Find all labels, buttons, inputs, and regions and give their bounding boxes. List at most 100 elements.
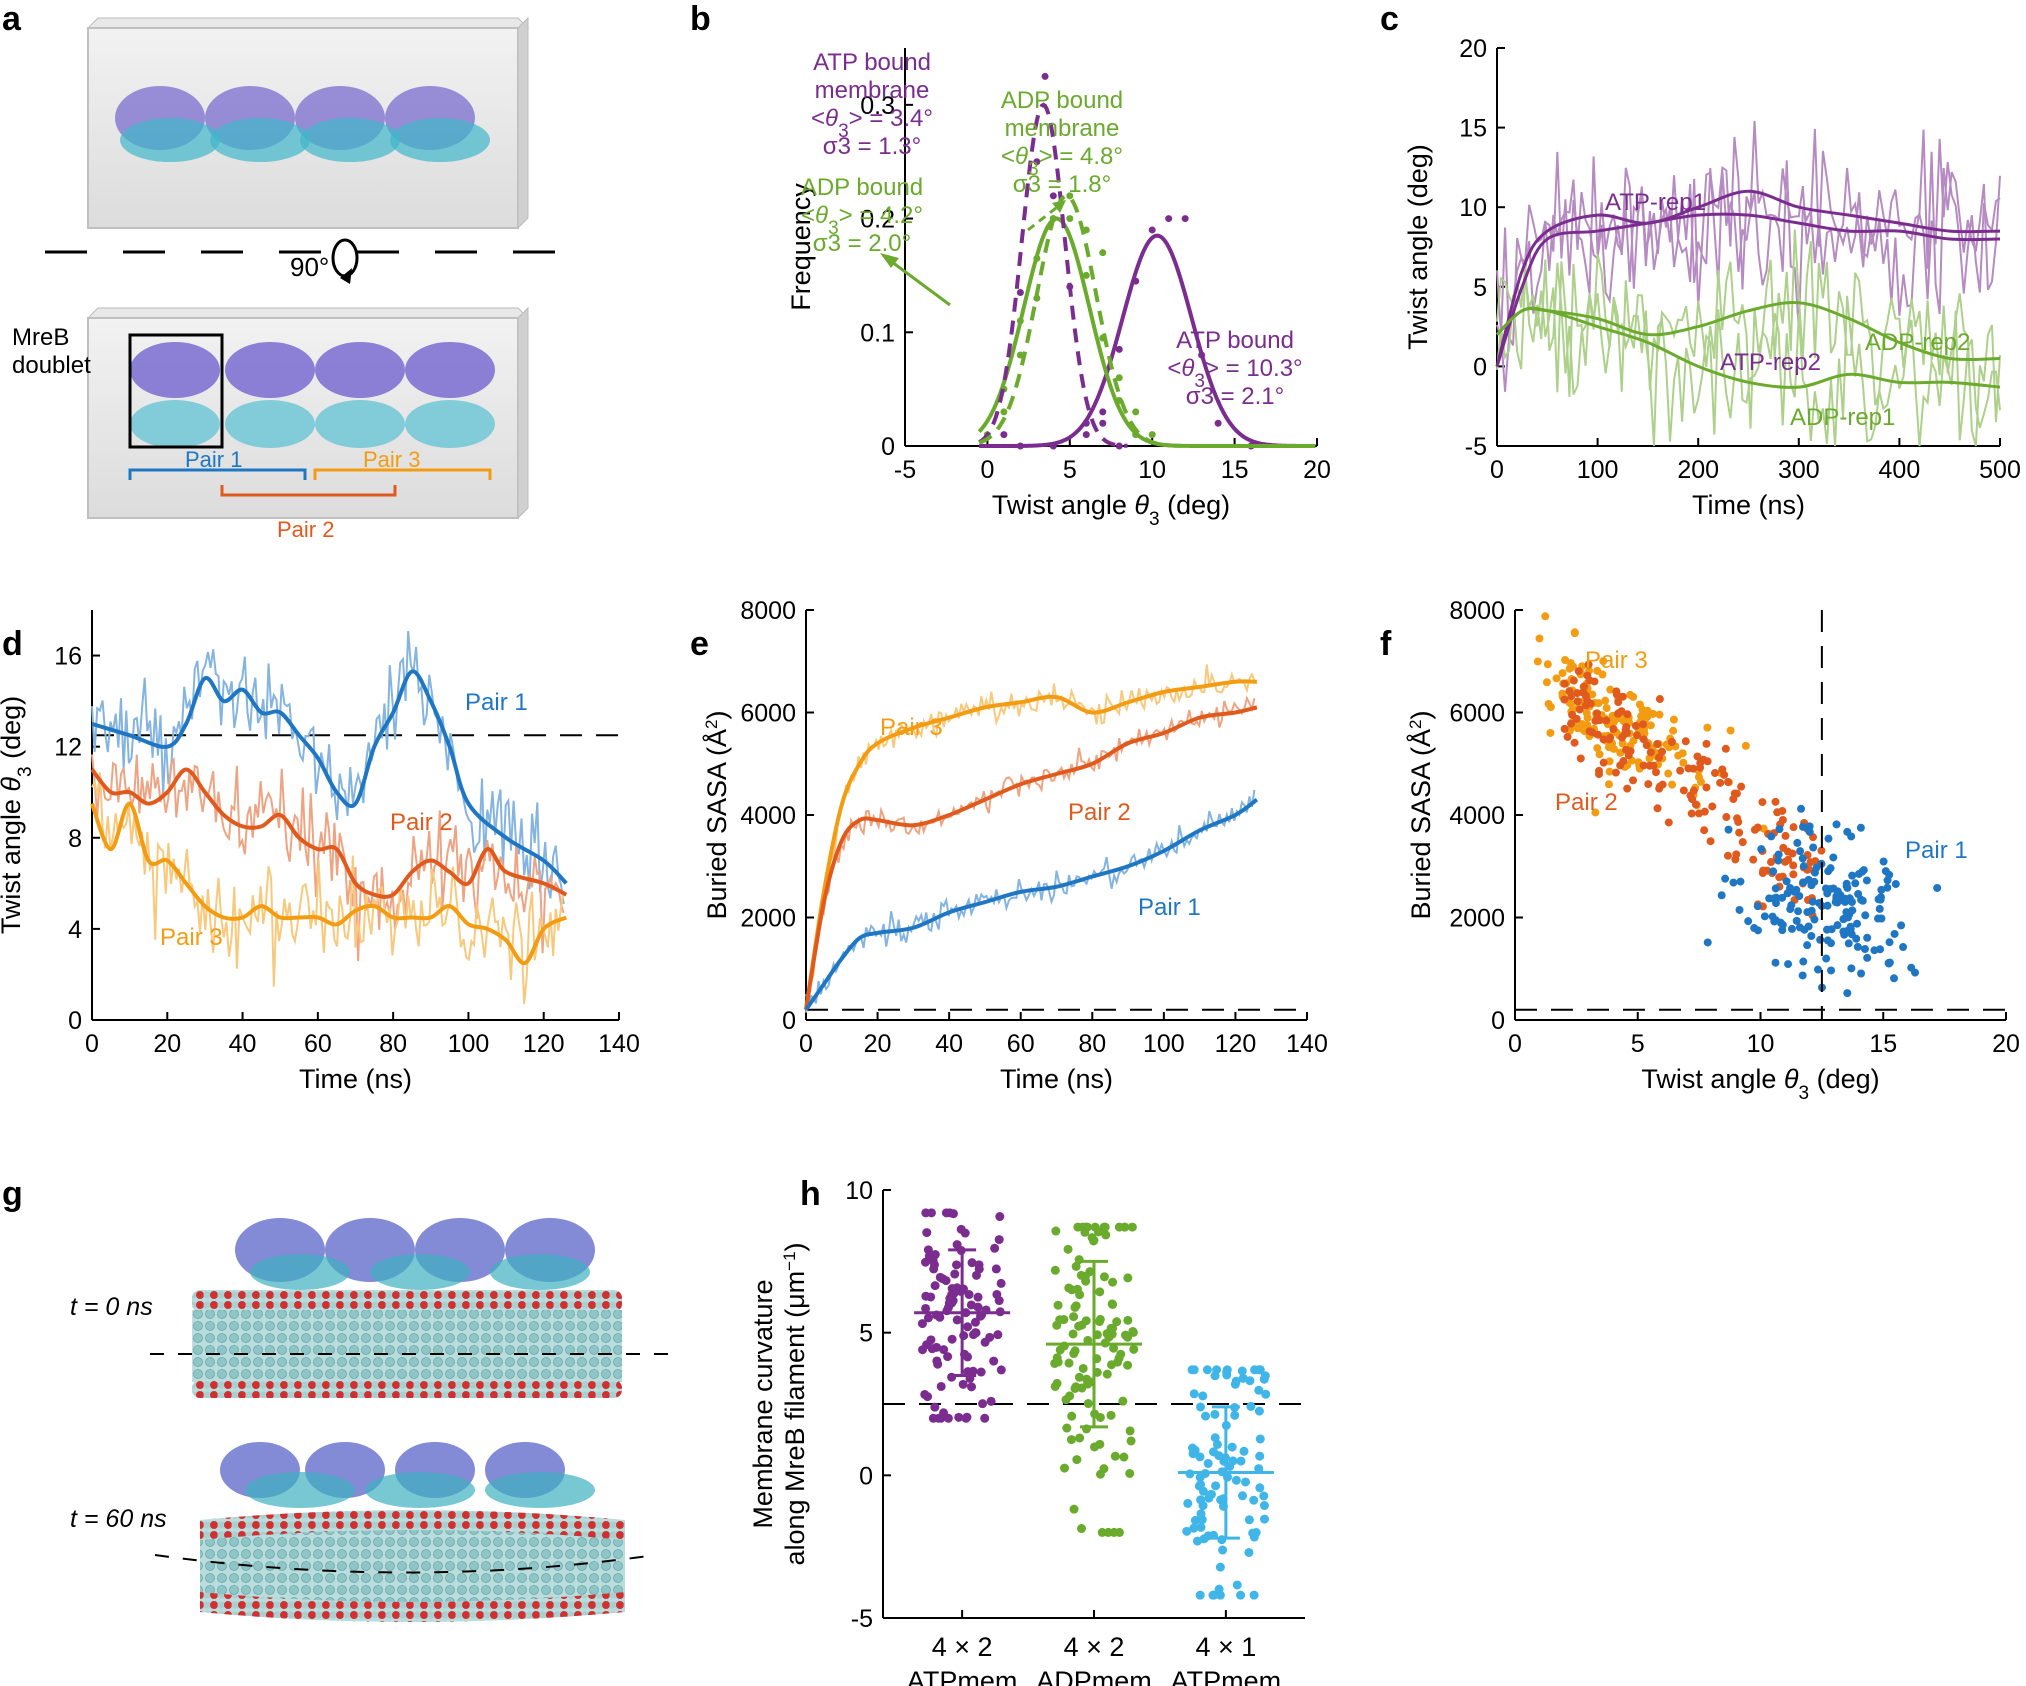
point-pair-1 <box>1760 912 1769 921</box>
point-pair-1 <box>1885 938 1894 947</box>
point-2 <box>1214 1584 1224 1594</box>
point-2 <box>1241 1477 1251 1487</box>
point-1 <box>1095 1314 1105 1324</box>
point-pair-3 <box>1606 685 1615 694</box>
point-pair-2 <box>1700 826 1709 835</box>
point-2 <box>1259 1501 1269 1511</box>
point-0 <box>990 1243 1000 1253</box>
point-pair-3 <box>1602 704 1611 713</box>
point-0 <box>947 1334 957 1344</box>
rotation-label: 90° <box>290 252 329 282</box>
point-pair-1 <box>1890 929 1899 938</box>
point-pair-3 <box>1703 723 1712 732</box>
point-0 <box>971 1328 981 1338</box>
x-axis-label: Time (ns) <box>1692 490 1805 520</box>
point-1 <box>1127 1222 1137 1232</box>
point-0 <box>989 1356 999 1366</box>
point-0 <box>963 1322 973 1332</box>
series-label-pair-1: Pair 1 <box>1905 837 1968 864</box>
point-pair-1 <box>1750 924 1759 933</box>
point-0 <box>956 1224 966 1234</box>
point-0 <box>921 1208 931 1218</box>
series-label-adp-rep2: ADP-rep2 <box>1865 329 1970 356</box>
chart-h: -5 0 5 10 Membrane curvaturealong MreB filam… <box>748 1177 1305 1686</box>
point-pair-3 <box>1552 674 1561 683</box>
point-pair-1 <box>1829 853 1838 862</box>
point-pair-1 <box>1724 825 1733 834</box>
point-pair-2 <box>1563 732 1572 741</box>
series-atp-rep2-raw <box>1496 129 2001 392</box>
y-tick-label: 8 <box>68 825 82 853</box>
x-tick-label: 15 <box>1221 456 1249 484</box>
data-point <box>1049 192 1057 200</box>
point-1 <box>1095 1469 1105 1479</box>
x-tick-label: -5 <box>894 456 916 484</box>
point-pair-2 <box>1651 768 1660 777</box>
point-pair-2 <box>1716 778 1725 787</box>
point-2 <box>1238 1491 1248 1501</box>
pair-3-label: Pair 3 <box>363 447 420 472</box>
point-2 <box>1196 1509 1206 1519</box>
x-tick-label: 200 <box>1677 456 1719 484</box>
point-2 <box>1244 1515 1254 1525</box>
point-0 <box>920 1257 930 1267</box>
point-0 <box>923 1313 933 1323</box>
point-pair-2 <box>1737 782 1746 791</box>
point-pair-1 <box>1873 914 1882 923</box>
data-point <box>1033 254 1041 262</box>
chart-d: 0 4 8 12 16 0 20 40 60 80 100 120 140 Time (ns) Twist … <box>0 610 640 1094</box>
pair-2-bracket <box>220 485 397 497</box>
point-pair-2 <box>1708 802 1717 811</box>
data-point <box>1115 374 1123 382</box>
point-2 <box>1222 1370 1232 1380</box>
panel-label-f: f <box>1380 625 1392 663</box>
point-pair-1 <box>1799 862 1808 871</box>
y-tick-label: 0.1 <box>860 319 895 347</box>
point-2 <box>1188 1449 1198 1459</box>
chart-e: 0 2000 4000 6000 8000 0 20 40 60 80 100 120 140 Time … <box>701 597 1328 1094</box>
point-0 <box>991 1264 1001 1274</box>
point-pair-2 <box>1658 747 1667 756</box>
data-point <box>1049 215 1057 223</box>
series-label-pair-1: Pair 1 <box>1138 894 1201 921</box>
annotation-adp-membrane-line: membrane <box>1005 115 1120 142</box>
t60-label: t = 60 ns <box>70 1505 167 1533</box>
y-tick-label: -5 <box>851 1605 873 1633</box>
point-pair-1 <box>1792 916 1801 925</box>
point-1 <box>1095 1439 1105 1449</box>
x-tick-label: 20 <box>153 1030 181 1058</box>
point-pair-2 <box>1722 813 1731 822</box>
point-pair-2 <box>1583 671 1592 680</box>
point-1 <box>1070 1346 1080 1356</box>
point-0 <box>970 1317 980 1327</box>
point-pair-1 <box>1845 910 1854 919</box>
point-1 <box>1051 1226 1061 1236</box>
point-2 <box>1183 1498 1193 1508</box>
y-tick-label: 0 <box>782 1007 796 1035</box>
series-atp-rep2-smooth <box>1495 212 2001 367</box>
point-0 <box>947 1290 957 1300</box>
series-pair-3-smooth <box>90 801 568 966</box>
point-pair-2 <box>1688 795 1697 804</box>
data-point <box>1016 442 1024 450</box>
point-2 <box>1210 1409 1220 1419</box>
point-0 <box>932 1342 942 1352</box>
point-pair-1 <box>1769 894 1778 903</box>
point-2 <box>1249 1532 1259 1542</box>
data-point <box>1214 419 1222 427</box>
point-pair-3 <box>1533 657 1542 666</box>
point-1 <box>1120 1222 1130 1232</box>
y-tick-label: 4000 <box>740 802 796 830</box>
x-tick-label: 15 <box>1869 1030 1897 1058</box>
point-pair-3 <box>1646 721 1655 730</box>
y-tick-label: 4000 <box>1449 802 1505 830</box>
point-0 <box>941 1208 951 1218</box>
data-point <box>1016 351 1024 359</box>
point-pair-2 <box>1724 777 1733 786</box>
point-pair-1 <box>1843 827 1852 836</box>
point-1 <box>1066 1435 1076 1445</box>
x-category-label: 4 × 1 <box>1195 1632 1256 1662</box>
point-2 <box>1230 1410 1240 1420</box>
point-2 <box>1246 1401 1256 1411</box>
point-pair-2 <box>1733 814 1742 823</box>
